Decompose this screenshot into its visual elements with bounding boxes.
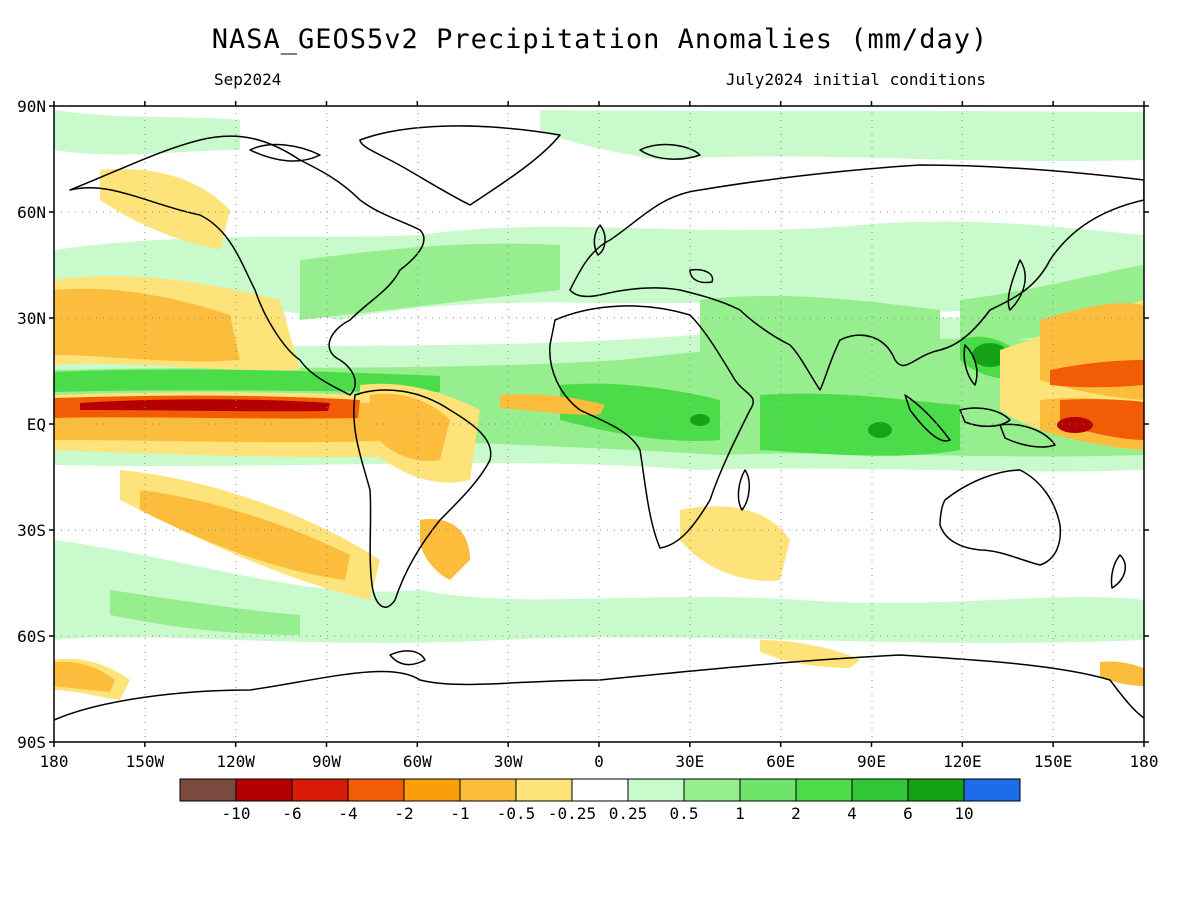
coastlines [54,125,1144,721]
colorbar-label: -2 [394,804,413,823]
colorbar-label: 2 [791,804,801,823]
colorbar-swatch [571,778,629,802]
colorbar-swatch [347,778,405,802]
lat-label: 60N [17,203,46,222]
colorbar-swatch [291,778,349,802]
colorbar-swatch [515,778,573,802]
colorbar-swatch [963,778,1021,802]
colorbar-label: -10 [222,804,251,823]
colorbar-swatch [851,778,909,802]
colorbar-swatch [627,778,685,802]
colorbar-label: 10 [954,804,973,823]
lon-label: 60W [403,752,432,771]
colorbar-label: -6 [282,804,301,823]
colorbar-label: 6 [903,804,913,823]
colorbar-label: -1 [450,804,469,823]
gridlines [54,106,1144,742]
colorbar-swatch [459,778,517,802]
lat-label: 90N [17,97,46,116]
valid-month-label: Sep2024 [214,70,282,89]
colorbar-swatch [683,778,741,802]
colorbar-swatch [739,778,797,802]
lon-label: 120W [216,752,255,771]
colorbar-labels: -10 -6 -4 -2 -1 -0.5 -0.25 0.25 0.5 1 2 4 6 10 [222,804,974,823]
lon-label: 90E [857,752,886,771]
lon-label: 30E [675,752,704,771]
lat-label: 60S [17,627,46,646]
lon-label: 180 [1130,752,1159,771]
colorbar-label: 4 [847,804,857,823]
colorbar-swatch [179,778,237,802]
colorbar-label: -0.5 [497,804,536,823]
lon-label: 60E [766,752,795,771]
lat-label: EQ [27,415,46,434]
latitude-axis: 90N 60N 30N EQ 30S 60S 90S [17,97,1149,752]
lon-label: 150W [126,752,165,771]
colorbar-label: 0.5 [670,804,699,823]
colorbar-label: 1 [735,804,745,823]
lat-label: 30S [17,521,46,540]
lon-label: 90W [312,752,341,771]
lon-label: 180 [40,752,69,771]
lat-label: 30N [17,309,46,328]
colorbar-swatch [403,778,461,802]
colorbar [179,778,1021,802]
colorbar-label: 0.25 [609,804,648,823]
colorbar-label: -4 [338,804,357,823]
longitude-axis: 180 150W 120W 90W 60W 30W 0 30E 60E 90E 120E 150E 18… [40,101,1159,771]
anomaly-field [54,106,1144,742]
colorbar-label: -0.25 [548,804,596,823]
lat-label: 90S [17,733,46,752]
lon-label: 120E [943,752,982,771]
lon-label: 30W [494,752,523,771]
init-conditions-label: July2024 initial conditions [725,70,986,89]
lon-label: 150E [1034,752,1073,771]
map-title: NASA_GEOS5v2 Precipitation Anomalies (mm… [211,24,989,55]
colorbar-swatch [235,778,293,802]
colorbar-swatch [907,778,965,802]
colorbar-swatch [795,778,853,802]
lon-label: 0 [594,752,604,771]
